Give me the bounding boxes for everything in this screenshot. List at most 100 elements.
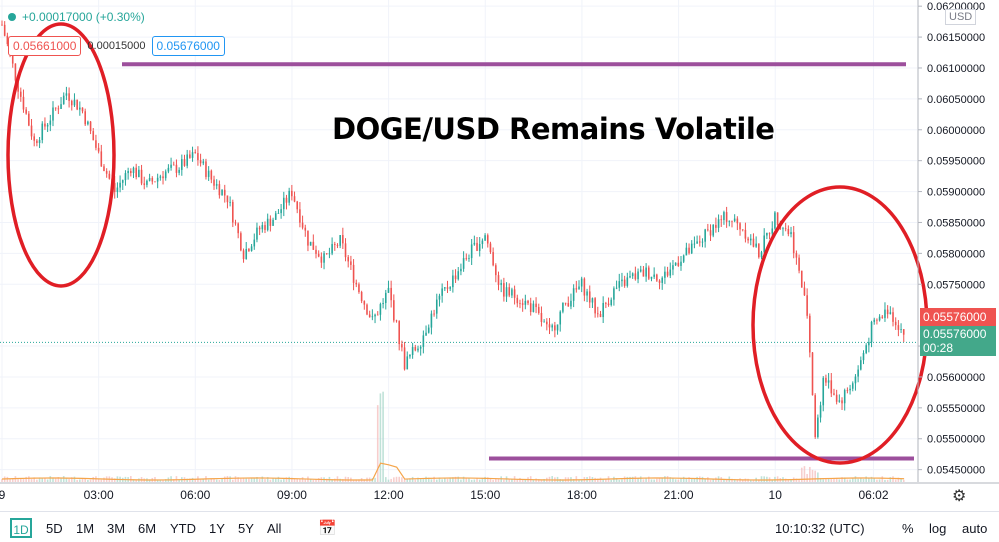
volume-bar (870, 476, 873, 482)
candle (497, 275, 500, 285)
volume-bar (406, 479, 409, 482)
symbol-status-icon (8, 13, 16, 21)
volume-bar (537, 479, 540, 482)
volume-bar (851, 478, 854, 482)
candle (154, 181, 156, 183)
candle (631, 273, 634, 277)
candle (664, 271, 666, 278)
candle (854, 376, 857, 384)
candle (787, 228, 790, 235)
volume-bar (798, 479, 800, 482)
volume-bar (76, 479, 78, 482)
utc-clock[interactable]: 10:10:32 (UTC) (775, 521, 865, 536)
range-all-button[interactable]: All (267, 521, 282, 536)
candle (68, 93, 70, 101)
volume-bar (900, 478, 902, 482)
candle (409, 354, 411, 357)
candle (376, 314, 379, 316)
price-axis: 0.062000000.061500000.061000000.06050000… (917, 0, 985, 482)
volume-bar (693, 478, 696, 482)
candle (666, 271, 669, 276)
candle (382, 303, 384, 305)
candle (468, 258, 470, 259)
volume-bar (766, 476, 768, 482)
volume-bar (425, 476, 427, 482)
range-1m-button[interactable]: 1M (76, 521, 95, 536)
volume-bar (503, 479, 505, 482)
candle (33, 136, 36, 141)
auto-toggle[interactable]: auto (962, 521, 988, 536)
candle (519, 303, 521, 305)
candle (296, 201, 299, 210)
candle (162, 176, 164, 179)
volume-bar (89, 479, 92, 482)
candle (529, 303, 532, 312)
candle (395, 320, 398, 322)
candle (419, 346, 422, 349)
volume-bar (835, 477, 838, 482)
candle (266, 218, 269, 230)
volume-bar (470, 479, 473, 482)
candle (817, 417, 819, 437)
volume-bar (830, 478, 833, 482)
candle (274, 213, 277, 220)
range-5d-button[interactable]: 5D (46, 521, 63, 536)
candle (87, 121, 89, 125)
candle (366, 304, 368, 315)
sell-price-button[interactable]: 0.05661000 (8, 36, 82, 56)
volume-bar (822, 479, 825, 482)
candle (876, 319, 878, 321)
candle (339, 235, 341, 246)
candle (344, 243, 347, 258)
volume-bar (207, 479, 210, 482)
candle (14, 63, 17, 81)
range-3m-button[interactable]: 3M (107, 521, 126, 536)
percent-toggle[interactable]: % (902, 521, 914, 536)
settings-gear-icon[interactable]: ⚙ (952, 488, 967, 505)
candle (76, 99, 78, 110)
candle (900, 329, 902, 330)
calendar-range-icon[interactable]: 📅 (318, 520, 337, 537)
candle (556, 324, 559, 331)
candle (717, 219, 720, 228)
candle (567, 303, 570, 307)
log-toggle[interactable]: log (929, 521, 947, 536)
volume-bar (814, 470, 816, 482)
candle (543, 321, 545, 323)
volume-bar (894, 479, 897, 482)
y-tick-label: 0.05750000 (927, 279, 985, 291)
range-1d-button[interactable]: 1D (10, 518, 32, 538)
volume-bar (650, 479, 653, 482)
volume-bar (803, 466, 806, 482)
candle (403, 347, 406, 370)
candle (38, 140, 41, 143)
candle (500, 283, 502, 285)
candle (414, 347, 417, 351)
candle (422, 335, 425, 347)
currency-label[interactable]: USD (945, 9, 977, 25)
volume-bar (261, 476, 264, 482)
range-ytd-button[interactable]: YTD (170, 521, 196, 536)
candle (218, 184, 221, 196)
volume-bar (758, 479, 760, 482)
volume-bar (580, 479, 583, 482)
candle (285, 197, 288, 203)
volume-bar (70, 477, 73, 482)
candle (119, 182, 121, 188)
candle (299, 209, 301, 223)
price-change: +0.00017000 (+0.30%) (22, 10, 145, 24)
range-1y-button[interactable]: 1Y (209, 521, 225, 536)
candle (95, 140, 97, 148)
range-6m-button[interactable]: 6M (138, 521, 157, 536)
volume-bar (476, 478, 478, 482)
volume-bar (92, 476, 95, 482)
candle (54, 107, 57, 109)
x-tick-label: 09:00 (277, 488, 307, 502)
buy-price-button[interactable]: 0.05676000 (151, 36, 225, 56)
volume-bar (49, 476, 52, 482)
candle (760, 252, 763, 258)
volume-bar (60, 478, 62, 482)
range-5y-button[interactable]: 5Y (238, 521, 254, 536)
volume-bar (296, 479, 299, 482)
